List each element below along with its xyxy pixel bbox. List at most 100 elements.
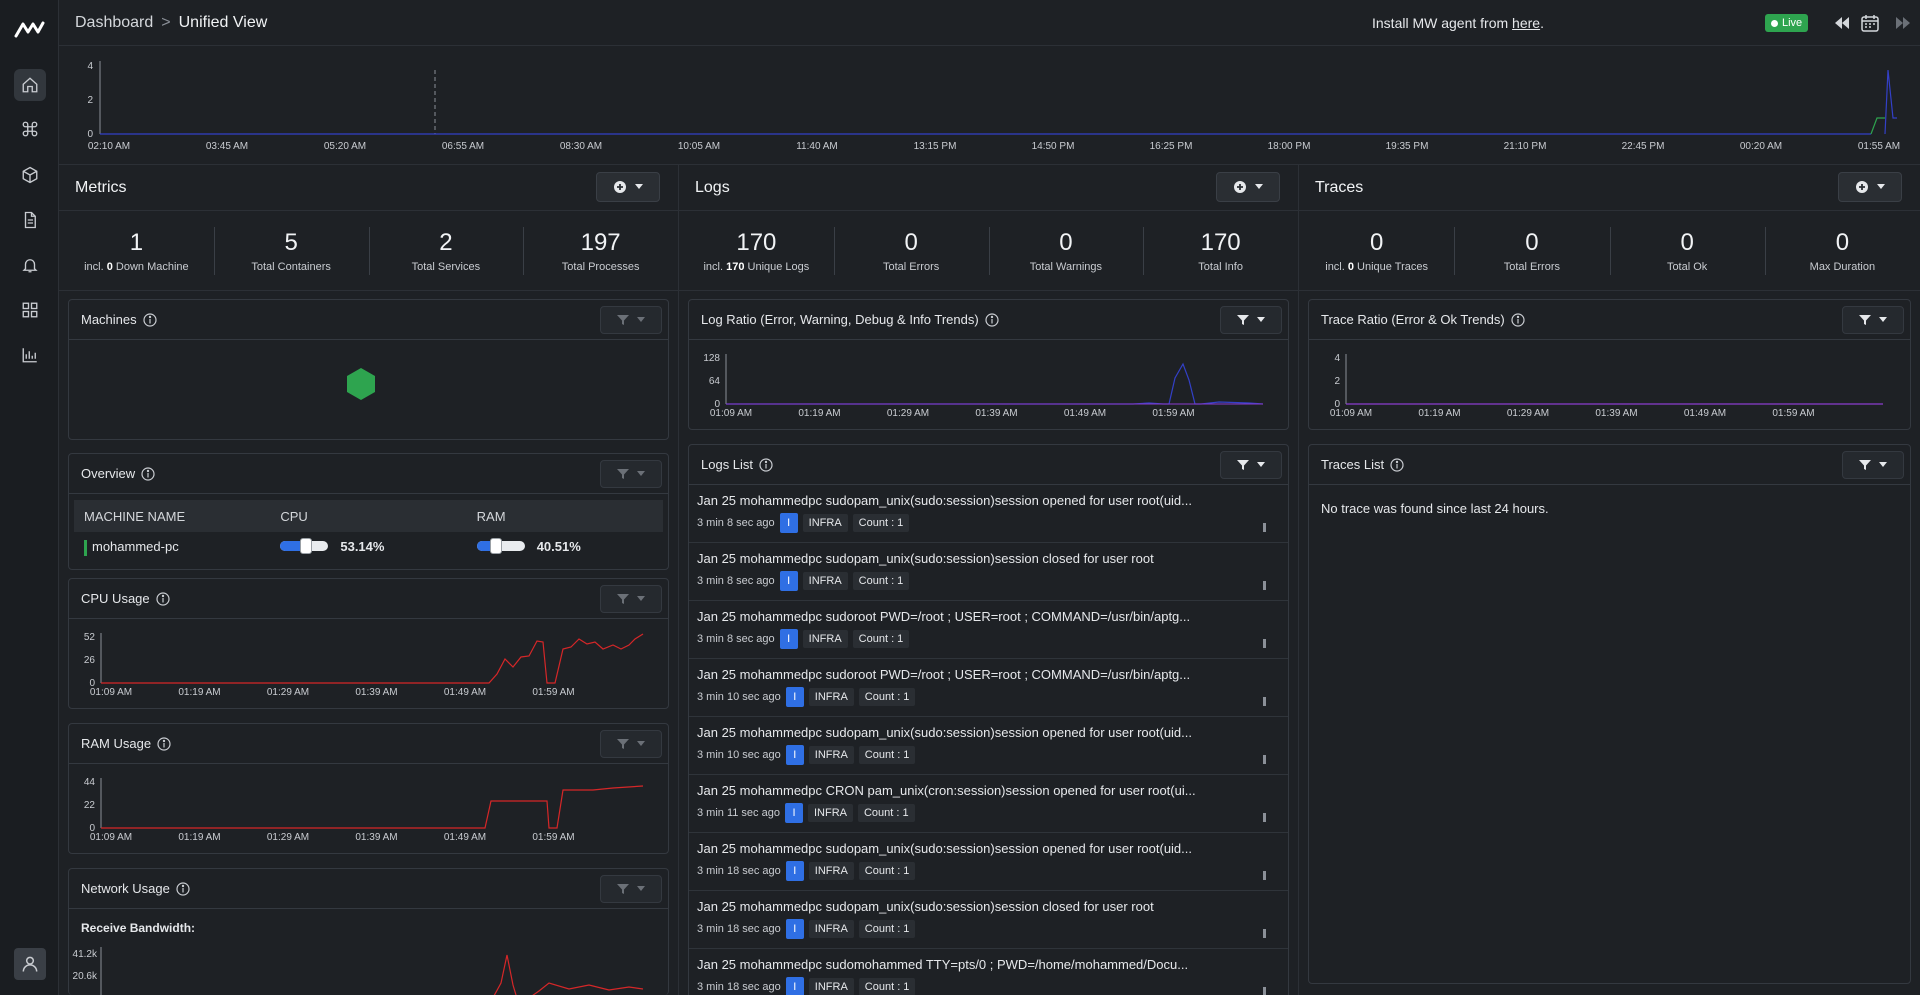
stat-warnings: 0 Total Warnings — [988, 211, 1144, 290]
ram-chart[interactable]: 44 22 001:09 AM 01:19 AM 01:29 AM 01:39 AM 01:… — [69, 764, 669, 854]
table-row[interactable]: mohammed-pc 53.14% 40.51% — [74, 532, 663, 560]
info-icon[interactable] — [1390, 457, 1404, 472]
info-icon[interactable] — [985, 312, 999, 327]
stat-label: Total Containers — [251, 260, 331, 273]
stat-label-pre: incl. — [1325, 260, 1348, 273]
log-item[interactable]: Jan 25 mohammedpc CRON pam_unix(cron:ses… — [689, 775, 1288, 833]
receive-bandwidth-label: Receive Bandwidth: — [81, 921, 196, 935]
log-count-tag: Count : 1 — [852, 514, 910, 532]
filter-button[interactable] — [600, 306, 662, 334]
log-item[interactable]: Jan 25 mohammedpc sudopam_unix(sudo:sess… — [689, 833, 1288, 891]
log-meta: 3 min 8 sec ago I INFRA Count : 1 — [697, 571, 1280, 591]
log-meta: 3 min 11 sec ago I INFRA Count : 1 — [697, 803, 1280, 823]
fast-forward-icon[interactable] — [1893, 13, 1913, 33]
middleware-logo-icon[interactable] — [14, 18, 46, 40]
log-source-tag[interactable]: INFRA — [808, 862, 854, 880]
calendar-icon[interactable] — [1860, 13, 1880, 33]
log-time: 3 min 10 sec ago — [697, 691, 781, 703]
x-tick-label: 01:49 AM — [444, 832, 486, 843]
stat-label-post: Down Machine — [112, 260, 189, 273]
bell-icon[interactable] — [14, 249, 46, 281]
user-avatar-icon[interactable] — [14, 948, 46, 980]
log-item[interactable]: Jan 25 mohammedpc sudoroot PWD=/root ; U… — [689, 601, 1288, 659]
y-tick-label: 26 — [84, 655, 96, 666]
info-icon[interactable] — [157, 736, 171, 751]
y-tick-label: 2 — [87, 95, 93, 106]
logs-add-button[interactable] — [1216, 172, 1280, 202]
cube-icon[interactable] — [14, 159, 46, 191]
stat-value: 0 — [1059, 228, 1073, 256]
stat-label: incl. 0 Unique Traces — [1325, 261, 1428, 273]
info-icon[interactable] — [176, 881, 190, 896]
network-chart[interactable]: 41.2k 20.6k — [69, 935, 669, 995]
info-icon[interactable] — [143, 312, 157, 327]
stat-label-post: Unique Traces — [1354, 260, 1428, 273]
log-source-tag[interactable]: INFRA — [808, 920, 854, 938]
log-time: 3 min 18 sec ago — [697, 981, 781, 993]
filter-button[interactable] — [1842, 451, 1904, 479]
home-icon[interactable] — [14, 69, 46, 101]
column-header[interactable]: RAM — [476, 508, 506, 524]
y-tick-label: 0 — [89, 678, 95, 689]
log-item[interactable]: Jan 25 mohammedpc sudomohammed TTY=pts/0… — [689, 949, 1288, 995]
panel-header: Trace Ratio (Error & Ok Trends) — [1309, 300, 1910, 340]
metrics-header: Metrics — [59, 165, 678, 211]
breadcrumb-current: Unified View — [178, 14, 268, 31]
add-circle-icon — [614, 181, 626, 193]
trace-ratio-chart[interactable]: 4 2 001:09 AM 01:19 AM 01:29 AM 01:39 AM 01:49… — [1309, 340, 1911, 430]
filter-button[interactable] — [600, 875, 662, 903]
log-source-tag[interactable]: INFRA — [808, 978, 854, 995]
rewind-icon[interactable] — [1832, 13, 1852, 33]
traces-add-button[interactable] — [1838, 172, 1902, 202]
metrics-stats: 1 incl. 0 Down Machine 5 Total Containers … — [59, 211, 678, 291]
log-message: Jan 25 mohammedpc sudopam_unix(sudo:sess… — [697, 899, 1154, 914]
stat-label-post: Unique Logs — [744, 260, 810, 273]
stat-errors: 0 Total Errors — [833, 211, 989, 290]
install-agent-message: Install MW agent from here. — [1372, 15, 1544, 31]
column-header[interactable]: MACHINE NAME — [84, 508, 186, 524]
column-header[interactable]: CPU — [280, 508, 308, 524]
bar-chart-icon[interactable] — [14, 339, 46, 371]
live-badge[interactable]: Live — [1765, 14, 1809, 32]
filter-button[interactable] — [600, 730, 662, 758]
log-source-tag[interactable]: INFRA — [802, 630, 848, 648]
metrics-add-button[interactable] — [596, 172, 660, 202]
log-level-badge: I — [785, 687, 804, 707]
log-source-tag[interactable]: INFRA — [808, 688, 854, 706]
log-item[interactable]: Jan 25 mohammedpc sudoroot PWD=/root ; U… — [689, 659, 1288, 717]
filter-button[interactable] — [1842, 306, 1904, 334]
log-ratio-chart[interactable]: 128 64 001:09 AM 01:19 AM 01:29 AM 01:39 AM 01… — [689, 340, 1289, 430]
machine-hexagon[interactable] — [347, 368, 375, 400]
empty-traces-message: No trace was found since last 24 hours. — [1321, 501, 1549, 516]
cpu-chart[interactable]: 52 26 001:09 AM 01:19 AM 01:29 AM 01:39 AM 01:… — [69, 619, 669, 709]
log-source-tag[interactable]: INFRA — [808, 746, 854, 764]
machine-name[interactable]: mohammed-pc — [92, 538, 179, 554]
breadcrumb-dashboard[interactable]: Dashboard — [75, 14, 154, 31]
filter-button[interactable] — [600, 460, 662, 488]
log-source-tag[interactable]: INFRA — [802, 514, 848, 532]
log-source-tag[interactable]: INFRA — [807, 804, 853, 822]
log-source-tag[interactable]: INFRA — [802, 572, 848, 590]
info-icon[interactable] — [1511, 312, 1525, 327]
log-item[interactable]: Jan 25 mohammedpc sudopam_unix(sudo:sess… — [689, 543, 1288, 601]
info-icon[interactable] — [156, 591, 170, 606]
command-icon[interactable] — [14, 113, 46, 145]
info-icon[interactable] — [759, 457, 773, 472]
install-link[interactable]: here — [1512, 15, 1541, 31]
log-meta: 3 min 18 sec ago I INFRA Count : 1 — [697, 977, 1280, 995]
sidebar — [0, 0, 59, 995]
filter-button[interactable] — [1220, 451, 1282, 479]
info-icon[interactable] — [141, 466, 155, 481]
x-tick-label: 06:55 AM — [442, 141, 484, 152]
log-item[interactable]: Jan 25 mohammedpc sudopam_unix(sudo:sess… — [689, 891, 1288, 949]
filter-button[interactable] — [1220, 306, 1282, 334]
log-item[interactable]: Jan 25 mohammedpc sudopam_unix(sudo:sess… — [689, 717, 1288, 775]
timeline-chart[interactable]: 4 2 0 02:10 AM 03:45 AM 05:20 AM 06:55 AM 08:30… — [59, 46, 1920, 165]
filter-icon — [1859, 460, 1871, 470]
chevron-down-icon — [637, 741, 645, 746]
log-item[interactable]: Jan 25 mohammedpc sudopam_unix(sudo:sess… — [689, 485, 1288, 543]
stat-containers: 5 Total Containers — [213, 211, 369, 290]
document-icon[interactable] — [14, 204, 46, 236]
grid-icon[interactable] — [14, 294, 46, 326]
filter-button[interactable] — [600, 585, 662, 613]
